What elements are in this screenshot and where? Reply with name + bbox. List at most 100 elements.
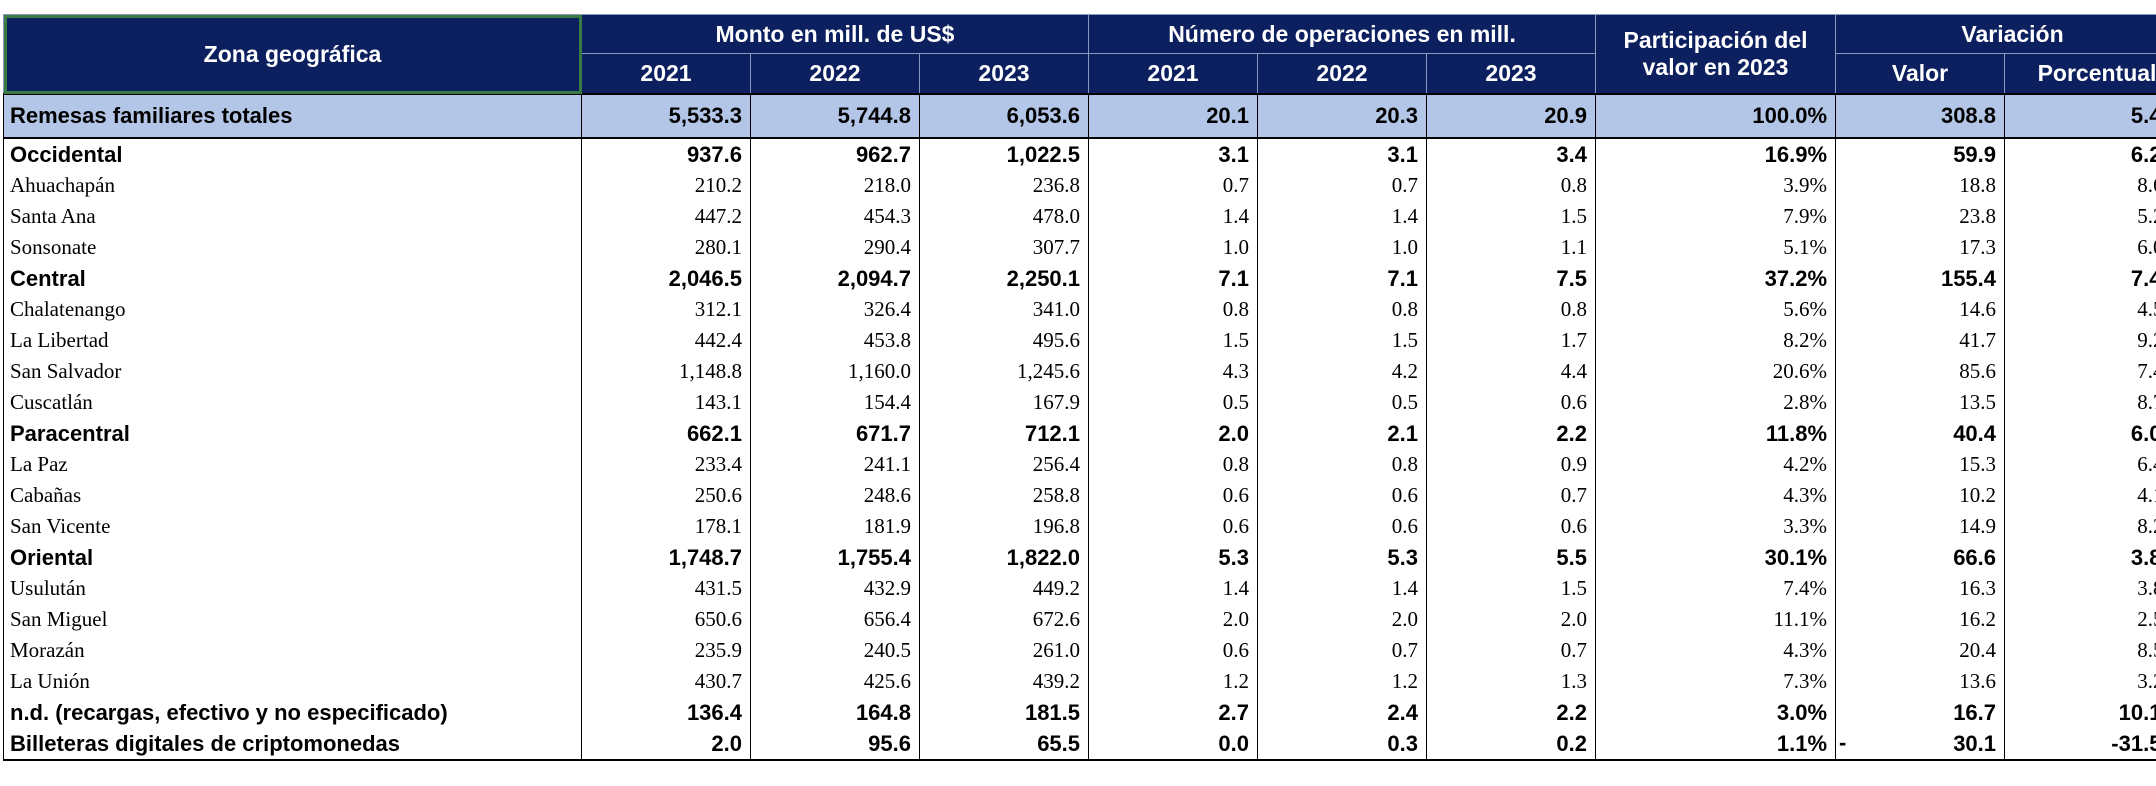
cell-monto-2022: 164.8: [750, 697, 920, 728]
remesas-table-container: Zona geográfica Monto en mill. de US$ Nú…: [3, 14, 2156, 761]
cell-monto-2022: 1,160.0: [750, 356, 920, 387]
cell-variacion-porcentual: 3.8%: [2004, 542, 2156, 573]
cell-monto-2022: 290.4: [750, 232, 920, 263]
cell-variacion-porcentual: 7.4%: [2004, 263, 2156, 294]
cell-participacion-2023: 30.1%: [1595, 542, 1837, 573]
cell-variacion-valor: 18.8: [1835, 170, 2006, 201]
header-zona-geografica[interactable]: Zona geográfica: [3, 14, 582, 95]
row-label: La Paz: [3, 449, 582, 480]
cell-monto-2021: 312.1: [581, 294, 751, 325]
cell-ops-2023: 1.1: [1426, 232, 1597, 263]
cell-monto-2021: 1,748.7: [581, 542, 751, 573]
cell-monto-2021: 235.9: [581, 635, 751, 666]
cell-ops-2022: 4.2: [1257, 356, 1428, 387]
cell-monto-2021: 280.1: [581, 232, 751, 263]
header-ops-year-2022: 2022: [1257, 53, 1428, 95]
cell-monto-2021: 937.6: [581, 138, 751, 170]
row-label: Remesas familiares totales: [3, 93, 582, 139]
cell-ops-2021: 7.1: [1088, 263, 1259, 294]
cell-variacion-porcentual: -31.5%: [2004, 728, 2156, 761]
cell-monto-2021: 1,148.8: [581, 356, 751, 387]
header-monto-year-2023: 2023: [918, 53, 1090, 95]
cell-ops-2023: 0.6: [1426, 387, 1597, 418]
cell-variacion-porcentual: 5.2%: [2004, 201, 2156, 232]
table-row: La Paz 233.4 241.1 256.4 0.8 0.8 0.9 4.2% 15.3 6.…: [3, 449, 2156, 480]
cell-ops-2021: 3.1: [1088, 138, 1259, 170]
cell-monto-2023: 236.8: [918, 170, 1090, 201]
table-row: Oriental 1,748.7 1,755.4 1,822.0 5.3 5.3 5.5 30…: [3, 542, 2156, 573]
cell-variacion-valor: 85.6: [1835, 356, 2006, 387]
header-monto: Monto en mill. de US$: [580, 14, 1090, 54]
cell-monto-2022: 240.5: [750, 635, 920, 666]
cell-ops-2023: 4.4: [1426, 356, 1597, 387]
table-row: La Libertad 442.4 453.8 495.6 1.5 1.5 1.7 8.2% 4…: [3, 325, 2156, 356]
cell-participacion-2023: 100.0%: [1595, 93, 1837, 139]
row-label: Billeteras digitales de criptomonedas: [3, 728, 582, 761]
cell-ops-2022: 2.4: [1257, 697, 1428, 728]
table-row: Occidental 937.6 962.7 1,022.5 3.1 3.1 3.4 16.9…: [3, 138, 2156, 170]
cell-ops-2022: 0.7: [1257, 170, 1428, 201]
cell-monto-2021: 5,533.3: [581, 93, 751, 139]
cell-variacion-porcentual: 6.4%: [2004, 449, 2156, 480]
cell-monto-2023: 261.0: [918, 635, 1090, 666]
table-row: Ahuachapán 210.2 218.0 236.8 0.7 0.7 0.8 3.9% 18…: [3, 170, 2156, 201]
row-label: Ahuachapán: [3, 170, 582, 201]
cell-monto-2022: 425.6: [750, 666, 920, 697]
cell-monto-2021: 431.5: [581, 573, 751, 604]
cell-ops-2021: 1.0: [1088, 232, 1259, 263]
cell-participacion-2023: 5.1%: [1595, 232, 1837, 263]
cell-ops-2022: 1.4: [1257, 573, 1428, 604]
cell-ops-2023: 5.5: [1426, 542, 1597, 573]
cell-variacion-valor: 308.8: [1835, 93, 2006, 139]
cell-ops-2022: 2.1: [1257, 418, 1428, 449]
cell-monto-2022: 2,094.7: [750, 263, 920, 294]
cell-monto-2022: 656.4: [750, 604, 920, 635]
cell-ops-2023: 2.0: [1426, 604, 1597, 635]
cell-participacion-2023: 37.2%: [1595, 263, 1837, 294]
table-row: Paracentral 662.1 671.7 712.1 2.0 2.1 2.2 11.8%…: [3, 418, 2156, 449]
cell-ops-2021: 0.6: [1088, 511, 1259, 542]
cell-participacion-2023: 20.6%: [1595, 356, 1837, 387]
cell-ops-2021: 1.2: [1088, 666, 1259, 697]
header-porcentual: Porcentual: [2004, 53, 2156, 95]
cell-participacion-2023: 4.3%: [1595, 635, 1837, 666]
cell-monto-2023: 167.9: [918, 387, 1090, 418]
table-row: Billeteras digitales de criptomonedas 2.0…: [3, 728, 2156, 761]
cell-ops-2023: 1.5: [1426, 573, 1597, 604]
header-ops-year-2023: 2023: [1426, 53, 1597, 95]
cell-variacion-valor: 15.3: [1835, 449, 2006, 480]
cell-variacion-valor: 59.9: [1835, 138, 2006, 170]
cell-participacion-2023: 5.6%: [1595, 294, 1837, 325]
cell-variacion-valor: 23.8: [1835, 201, 2006, 232]
header-variacion: Variación: [1835, 14, 2156, 54]
cell-monto-2023: 256.4: [918, 449, 1090, 480]
row-label: La Libertad: [3, 325, 582, 356]
cell-ops-2021: 0.8: [1088, 294, 1259, 325]
cell-ops-2022: 0.6: [1257, 511, 1428, 542]
cell-monto-2023: 2,250.1: [918, 263, 1090, 294]
row-label: San Vicente: [3, 511, 582, 542]
cell-ops-2021: 0.5: [1088, 387, 1259, 418]
cell-monto-2023: 6,053.6: [918, 93, 1090, 139]
cell-variacion-valor: 155.4: [1835, 263, 2006, 294]
cell-monto-2022: 962.7: [750, 138, 920, 170]
cell-ops-2021: 0.0: [1088, 728, 1259, 761]
cell-monto-2023: 1,022.5: [918, 138, 1090, 170]
table-row: La Unión 430.7 425.6 439.2 1.2 1.2 1.3 7.3% 13.6…: [3, 666, 2156, 697]
cell-ops-2022: 0.3: [1257, 728, 1428, 761]
cell-ops-2022: 1.5: [1257, 325, 1428, 356]
table-row: Usulután 431.5 432.9 449.2 1.4 1.4 1.5 7.4% 16.3…: [3, 573, 2156, 604]
cell-ops-2023: 2.2: [1426, 418, 1597, 449]
header-monto-year-2022: 2022: [750, 53, 920, 95]
cell-participacion-2023: 3.3%: [1595, 511, 1837, 542]
cell-variacion-porcentual: 7.4%: [2004, 356, 2156, 387]
table-row: Santa Ana 447.2 454.3 478.0 1.4 1.4 1.5 7.9% 23.…: [3, 201, 2156, 232]
cell-variacion-valor: 13.5: [1835, 387, 2006, 418]
cell-monto-2022: 454.3: [750, 201, 920, 232]
cell-participacion-2023: 3.0%: [1595, 697, 1837, 728]
cell-monto-2022: 453.8: [750, 325, 920, 356]
cell-monto-2021: 2,046.5: [581, 263, 751, 294]
cell-monto-2022: 671.7: [750, 418, 920, 449]
cell-variacion-valor: 66.6: [1835, 542, 2006, 573]
cell-variacion-porcentual: 3.2%: [2004, 666, 2156, 697]
